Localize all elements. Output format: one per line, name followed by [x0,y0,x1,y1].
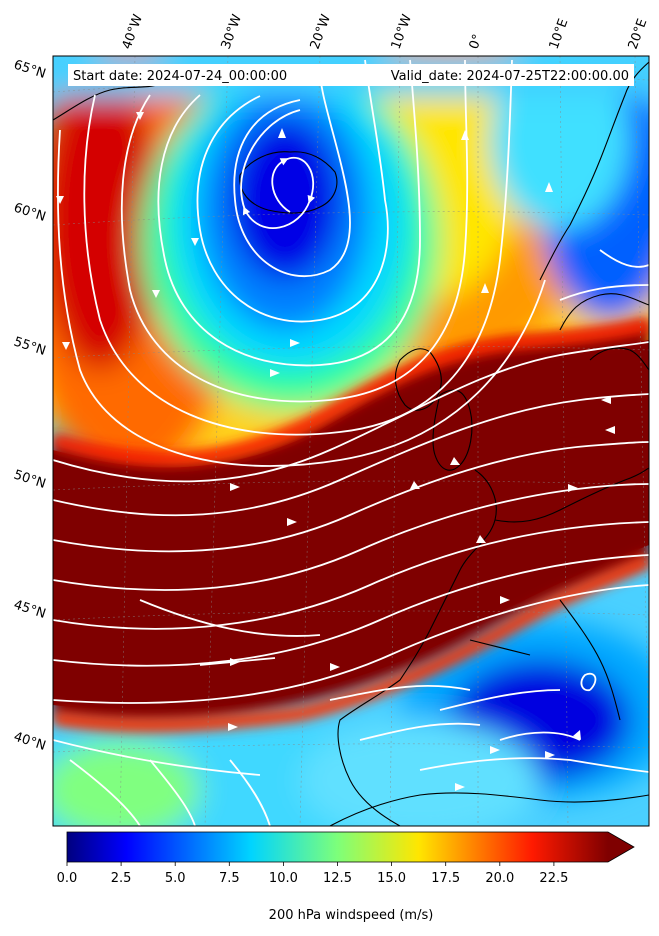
graticule [53,56,649,826]
longitude-labels: 40°W 30°W 20°W 10°W 0° 10°E 20°E [120,12,651,51]
colorbar-tick-label: 17.5 [431,871,460,886]
colorbar-tick-label: 15.0 [377,871,406,886]
lon-label-30w: 30°W [219,12,245,51]
lat-label-40n: 40°N [12,730,48,754]
colorbar-tick-label: 12.5 [323,871,352,886]
lat-label-45n: 45°N [12,598,48,622]
lon-label-20w: 20°W [308,12,334,51]
streamlines [53,59,649,826]
lat-label-65n: 65°N [12,58,48,82]
colorbar: 0.0 2.5 5.0 7.5 10.0 12.5 15.0 17.5 20.0 22.5 200… [57,831,635,923]
lon-label-10e: 10°E [547,17,572,52]
colorbar-tick-label: 7.5 [219,871,240,886]
lon-label-10w: 10°W [389,12,415,51]
date-box [68,64,634,86]
colorbar-tick-label: 2.5 [111,871,132,886]
lat-label-55n: 55°N [12,335,48,359]
lat-label-50n: 50°N [12,468,48,492]
lon-label-40w: 40°W [120,12,146,51]
colorbar-tick-label: 0.0 [57,871,78,886]
valid-date: Valid_date: 2024-07-25T22:00:00.00 [391,69,629,84]
colorbar-tick-label: 5.0 [165,871,186,886]
colorbar-extend-arrow [608,832,634,862]
colorbar-tick-label: 20.0 [485,871,514,886]
streamline-arrows [56,112,615,791]
latitude-labels: 65°N 60°N 55°N 50°N 45°N 40°N [12,58,48,754]
colorbar-gradient [67,832,608,862]
map-frame [52,55,650,827]
lon-label-0: 0° [467,32,486,51]
colorbar-tick-label: 22.5 [539,871,568,886]
coastlines [53,61,649,826]
lat-label-60n: 60°N [12,201,48,225]
start-date: Start date: 2024-07-24_00:00:00 [73,69,287,84]
colorbar-tick-label: 10.0 [269,871,298,886]
windspeed-field [53,56,649,826]
colorbar-label: 200 hPa windspeed (m/s) [269,908,434,923]
lon-label-20e: 20°E [626,17,651,52]
